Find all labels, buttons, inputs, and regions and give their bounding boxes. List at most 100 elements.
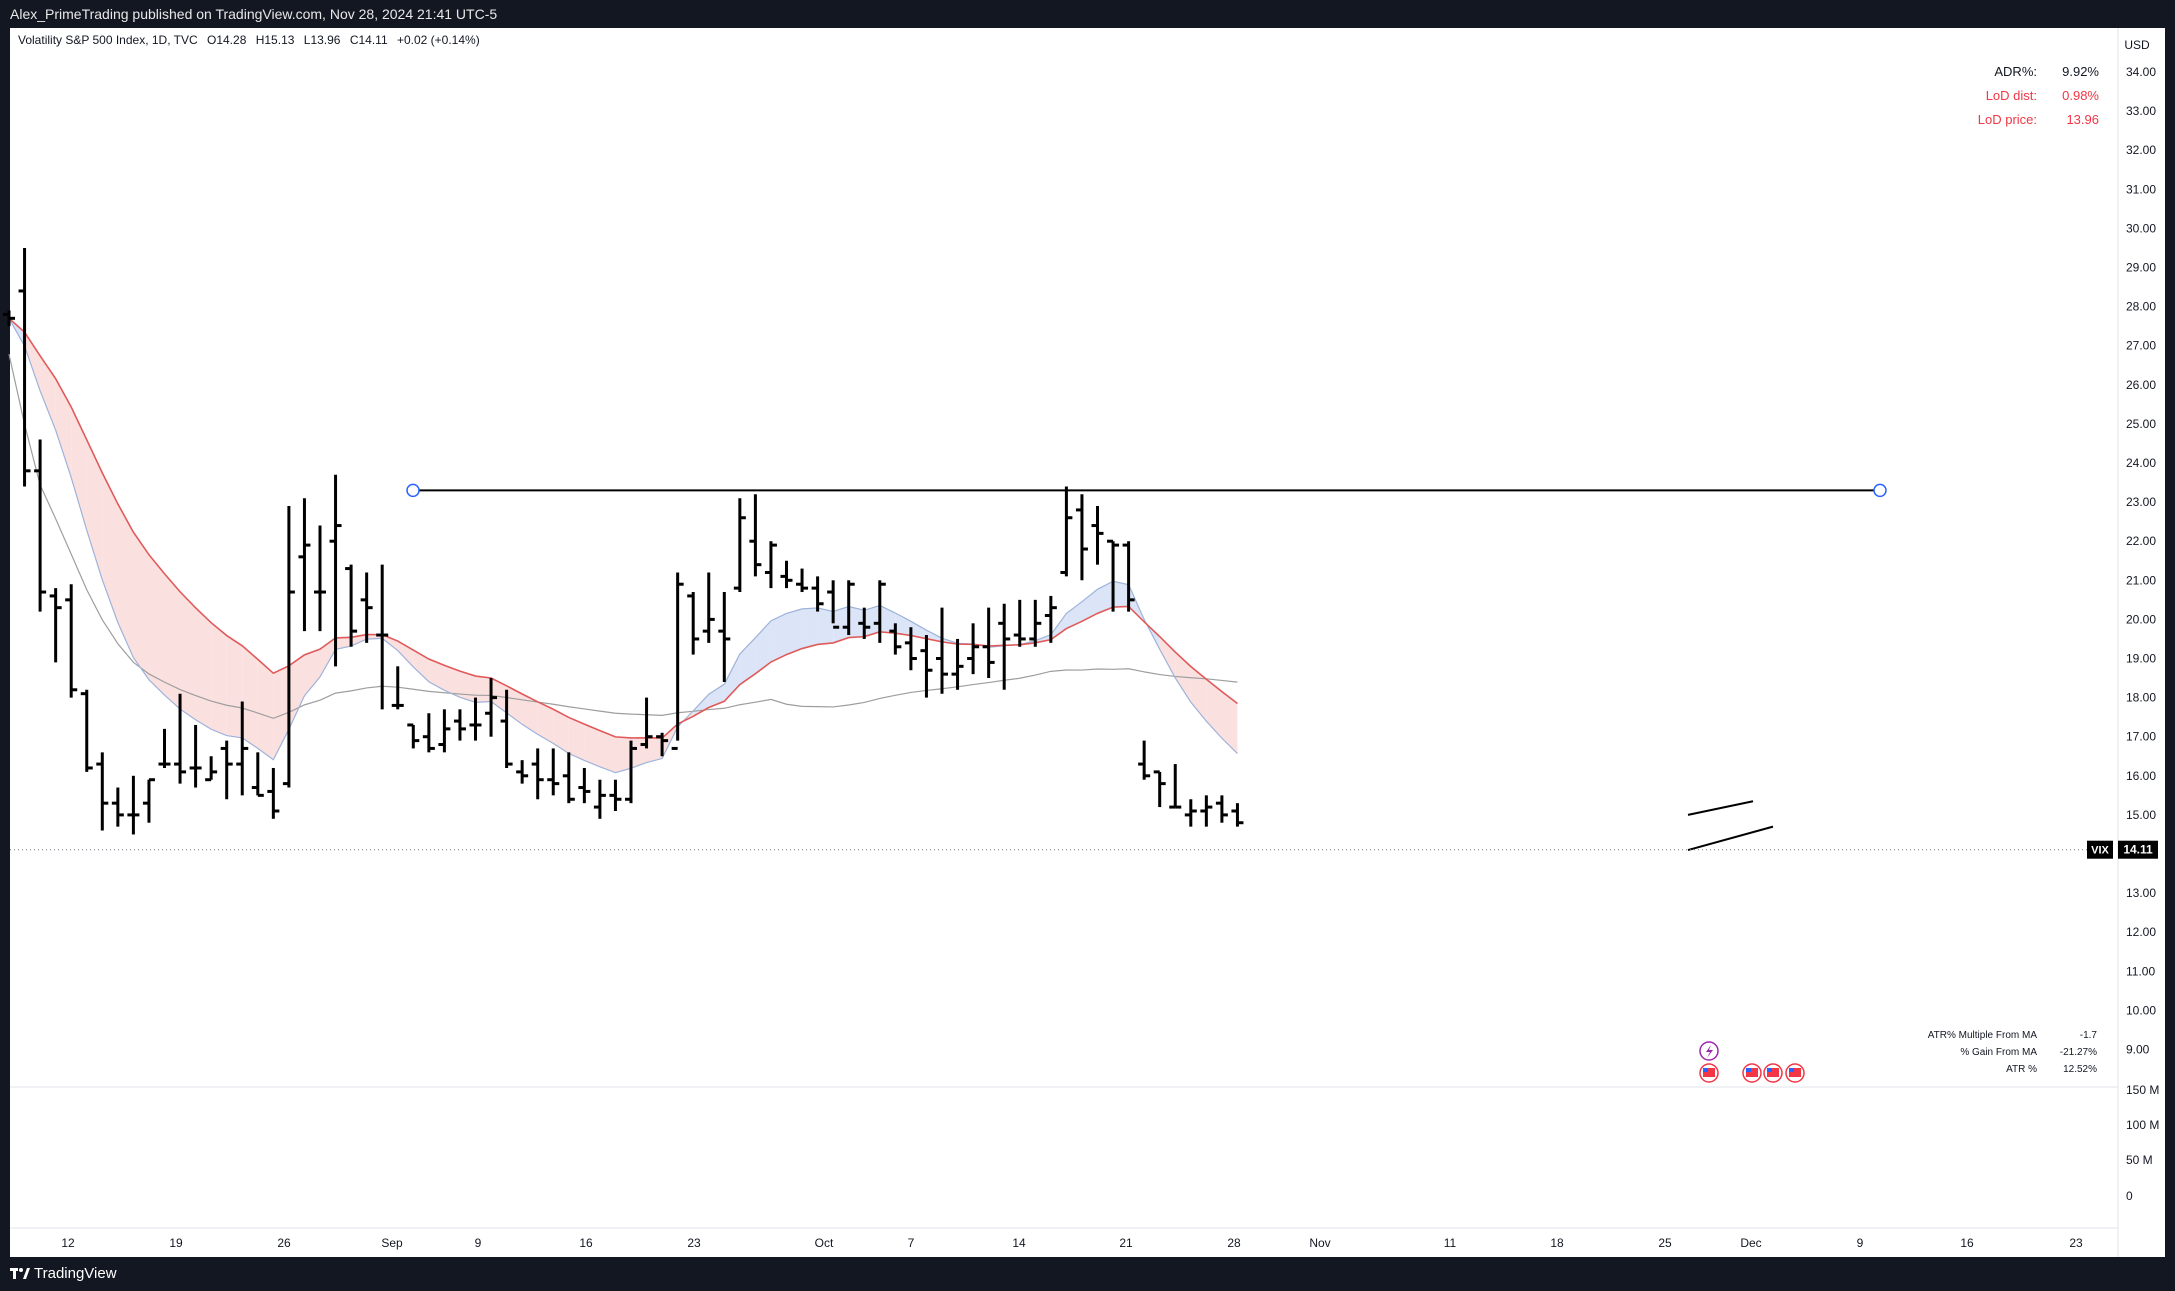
- ohlc-close: C14.11: [349, 33, 388, 47]
- time-tick-label: Sep: [381, 1236, 403, 1250]
- cloud-up-segment: [724, 653, 740, 702]
- atr-info-table: ATR% Multiple From MA -1.7 % Gain From M…: [1887, 1027, 2097, 1078]
- ohlc-bar: [889, 623, 902, 655]
- ohlc-bar: [174, 693, 187, 784]
- ohlc-bar: [842, 580, 855, 636]
- resistance-handle-left: [406, 483, 420, 498]
- ohlc-bar: [438, 709, 451, 753]
- time-tick-label: 28: [1227, 1236, 1241, 1250]
- ohlc-bar: [873, 580, 886, 643]
- cloud-down-segment: [599, 730, 616, 773]
- ohlc-high: H15.13: [255, 33, 295, 47]
- drawings[interactable]: [10, 483, 2088, 852]
- cloud-up-segment: [1050, 613, 1067, 640]
- ohlc-bar: [1107, 539, 1120, 612]
- channel-upper-line: [1687, 800, 1754, 816]
- time-tick-label: 18: [1550, 1236, 1564, 1250]
- price-tick-label: 23.00: [2126, 495, 2156, 509]
- symbol-legend[interactable]: Volatility S&P 500 Index, 1D, TVC O14.28…: [18, 33, 486, 47]
- events[interactable]: [1699, 1041, 1805, 1083]
- ohlc-bar: [796, 568, 809, 593]
- resistance-handle-right: [1873, 483, 1887, 498]
- time-tick-label: 16: [579, 1236, 593, 1250]
- cloud-down-segment: [133, 532, 149, 680]
- price-tick-label: 22.00: [2126, 534, 2156, 548]
- price-tick-label: 33.00: [2126, 104, 2156, 118]
- cloud-down-segment: [1206, 679, 1222, 739]
- ohlc-bar: [764, 541, 777, 589]
- atr-value: -21.27%: [2059, 1047, 2097, 1058]
- ohlc-bar: [111, 787, 124, 827]
- info-label: LoD price:: [1977, 112, 2037, 127]
- ema-slow-line: [8, 317, 1238, 739]
- price-tick-label: 17.00: [2126, 730, 2156, 744]
- ohlc-bar: [422, 713, 435, 753]
- ohlc-bar: [314, 525, 326, 632]
- price-tick-label: 19.00: [2126, 652, 2156, 666]
- ohlc-bar: [718, 592, 731, 682]
- time-tick-label: 9: [475, 1236, 482, 1250]
- us-flag-event-icon: [1763, 1063, 1783, 1083]
- time-tick-label: 19: [169, 1236, 183, 1250]
- volume-tick-label: 0: [2126, 1189, 2133, 1203]
- ohlc-bar: [1153, 770, 1166, 808]
- ohlc-change: +0.02 (+0.14%): [396, 33, 480, 47]
- ohlc-bar: [951, 638, 964, 690]
- price-tick-label: 11.00: [2126, 964, 2155, 978]
- info-label: LoD dist:: [1985, 88, 2037, 103]
- cloud-down-segment: [86, 439, 103, 580]
- ohlc-bar: [1231, 803, 1244, 827]
- cloud-down-segment: [242, 645, 258, 749]
- ohlc-bar: [1184, 799, 1197, 827]
- ohlc-bar: [360, 572, 373, 643]
- ohlc-bar: [205, 756, 218, 782]
- atr-label: ATR% Multiple From MA: [1927, 1030, 2037, 1041]
- flag-stripes: [1746, 1068, 1758, 1077]
- ohlc-bar: [780, 560, 793, 589]
- cloud-down-segment: [55, 378, 72, 478]
- tradingview-brand[interactable]: TradingView: [34, 1265, 117, 1282]
- info-label: ADR%:: [1994, 64, 2037, 79]
- cloud-down-segment: [40, 355, 56, 431]
- time-axis[interactable]: 12 19 26 Sep 9 16 23 Oct 7 14 21 28 Nov 11 18 25 Dec 9 16 2…: [10, 1227, 2118, 1250]
- flag-stripes: [1789, 1068, 1801, 1077]
- ohlc-bar: [998, 603, 1011, 690]
- info-row-lod-price: LoD price: 13.96: [1978, 108, 2099, 132]
- time-tick-label: 7: [908, 1236, 915, 1250]
- price-tick-label: 18.00: [2126, 691, 2156, 705]
- ohlc-bar: [345, 564, 358, 647]
- cloud-up-segment: [786, 608, 803, 655]
- cloud-up-segment: [833, 606, 849, 643]
- cloud-down-segment: [211, 622, 227, 736]
- time-tick-label: 21: [1119, 1236, 1133, 1250]
- cloud-up-segment: [739, 637, 756, 685]
- ohlc-bar: [80, 689, 93, 772]
- price-tick-label: 29.00: [2126, 261, 2156, 275]
- time-tick-label: 16: [1960, 1236, 1974, 1250]
- price-tick-label: 28.00: [2126, 300, 2156, 314]
- flag-canton: [1767, 1068, 1772, 1072]
- ohlc-bar: [1013, 599, 1026, 647]
- price-axis[interactable]: USD 34.00 33.00 32.00 31.00 30.00 29.00 28.00 27…: [2087, 28, 2159, 1257]
- cloud-down-segment: [506, 685, 523, 725]
- ohlc-bar: [485, 678, 498, 737]
- cloud-down-segment: [397, 641, 414, 667]
- last-price-label: 14.11: [2123, 843, 2153, 857]
- tradingview-logo-icon: [10, 1268, 30, 1279]
- ohlc-bar: [251, 752, 264, 797]
- ohlc-bar: [49, 588, 62, 663]
- cloud-down-segment: [102, 472, 118, 623]
- cloud-up-segment: [708, 684, 725, 708]
- us-flag-event-icon: [1742, 1063, 1762, 1083]
- cloud-down-segment: [584, 724, 600, 767]
- cloud-up-segment: [1113, 581, 1129, 608]
- earnings-event-icon: [1699, 1041, 1719, 1061]
- ohlc-bar: [531, 748, 544, 800]
- ohlc-bar: [687, 592, 700, 655]
- time-tick-label: Nov: [1309, 1236, 1330, 1250]
- ohlc-bar: [407, 723, 420, 749]
- cloud-up-segment: [879, 605, 896, 634]
- price-tick-label: 27.00: [2126, 339, 2156, 353]
- time-tick-label: 25: [1658, 1236, 1672, 1250]
